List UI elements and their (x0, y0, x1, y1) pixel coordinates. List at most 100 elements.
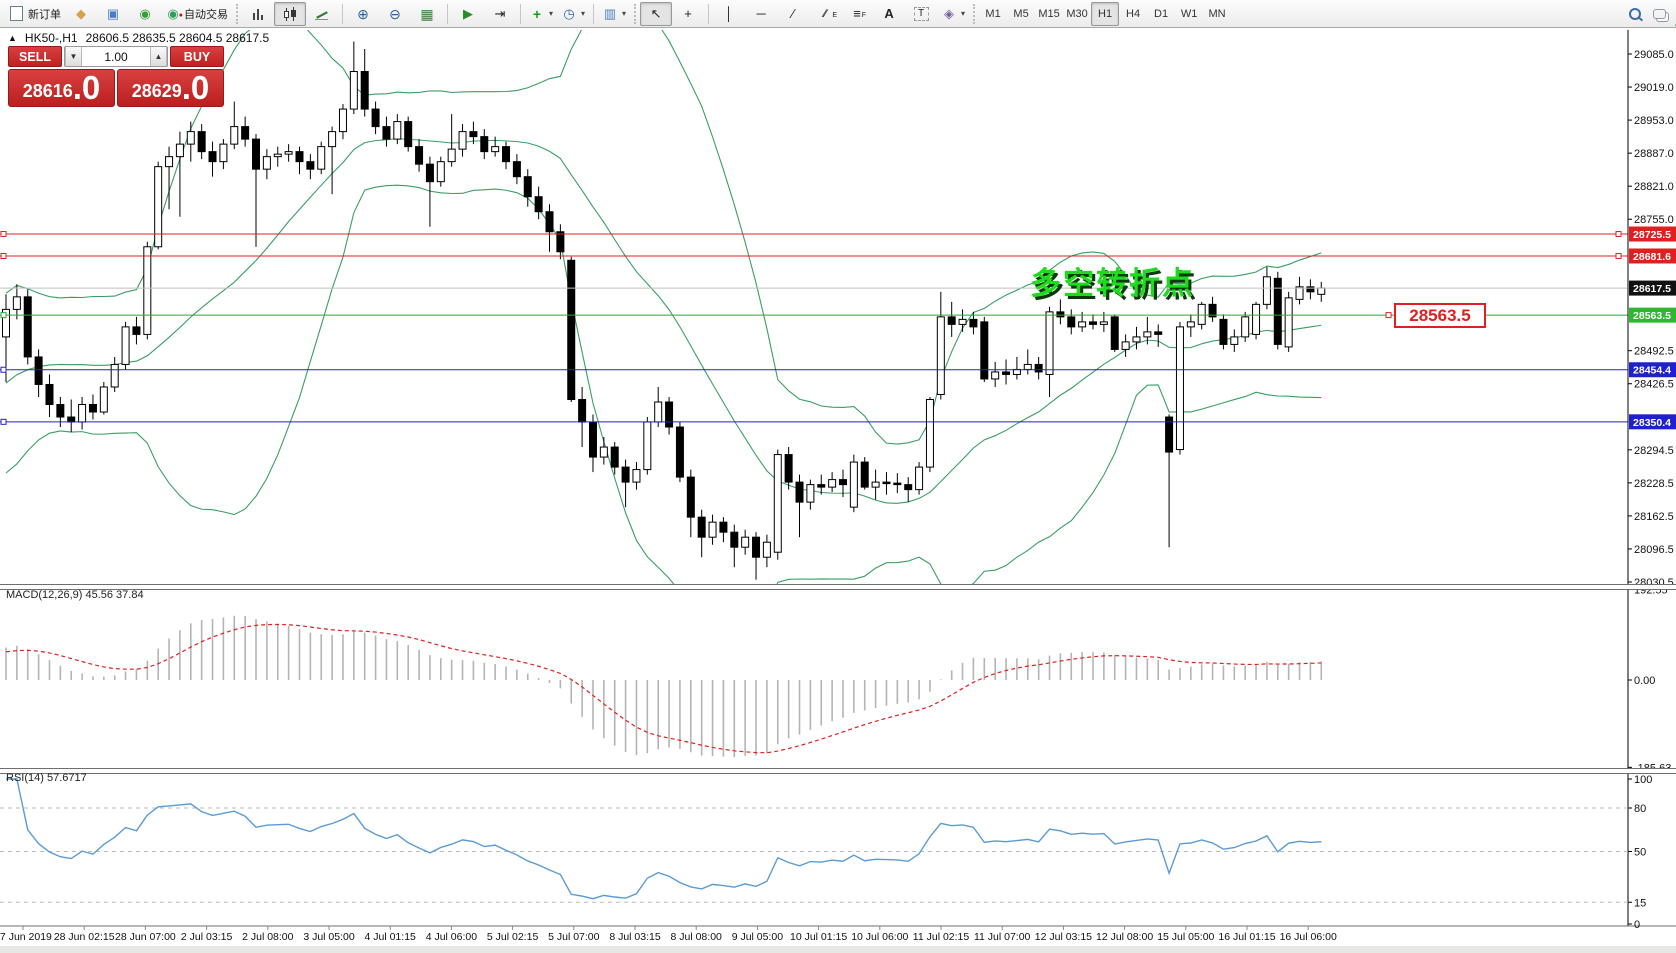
chevron-down-icon: ▾ (581, 9, 586, 18)
timeframe-button-h1[interactable]: H1 (1091, 1, 1120, 26)
horizontal-line-button[interactable]: ─ (745, 2, 777, 26)
svg-text:29019.0: 29019.0 (1634, 82, 1674, 94)
volume-value[interactable]: 1.00 (82, 47, 150, 66)
equidistant-channel-button[interactable]: ∕∕ (809, 2, 841, 26)
price-callout-box[interactable]: 28563.5 (1394, 303, 1486, 328)
vertical-line-button[interactable]: │ (713, 2, 745, 26)
line-chart-button[interactable] (306, 2, 338, 26)
timeframe-group: M1 M5 M15 M30 H1 H4 D1 W1 MN (979, 1, 1231, 26)
svg-text:28096.5: 28096.5 (1634, 544, 1674, 556)
line-chart-icon (314, 6, 330, 22)
collapse-arrow-icon[interactable]: ▲ (8, 33, 17, 43)
symbol-info: ▲ HK50-,H1 28606.5 28635.5 28604.5 28617… (8, 31, 269, 45)
sell-price-panel[interactable]: 28616 .0 (8, 69, 115, 107)
timeframe-button-m15[interactable]: M15 (1038, 7, 1060, 20)
periods-button[interactable]: ◷ ▾ (557, 2, 589, 26)
bollinger-bands (5, 30, 1322, 584)
text-label-icon: T (913, 7, 929, 21)
time-axis-label: 12 Jul 03:15 (1034, 931, 1092, 943)
pane-separator[interactable] (0, 768, 1676, 774)
time-axis-label: 16 Jul 01:15 (1218, 931, 1276, 943)
toolbar-grip (634, 3, 637, 24)
timeframe-button-m5[interactable]: M5 (1013, 7, 1029, 20)
new-order-button[interactable]: 新订单 (4, 2, 65, 26)
svg-text:28617.5: 28617.5 (1633, 283, 1671, 295)
zoom-out-button[interactable]: ⊖ (379, 2, 411, 26)
time-axis-label: 5 Jul 07:00 (548, 931, 600, 943)
timeframe-button-w1[interactable]: W1 (1180, 7, 1198, 20)
templates-button[interactable]: ▥ ▾ (598, 2, 630, 26)
buy-button[interactable]: BUY (170, 46, 224, 67)
autotrade-button[interactable]: ◉ 自动交易 (161, 2, 232, 26)
chevron-down-icon: ▾ (622, 9, 627, 18)
fibonacci-icon: ≡ (849, 6, 866, 24)
chart-shift-button[interactable]: ⇥ (484, 2, 516, 26)
svg-text:15: 15 (1634, 897, 1646, 909)
sell-price: 28616 (22, 81, 73, 101)
svg-text:28454.4: 28454.4 (1633, 365, 1671, 377)
trendline-button[interactable]: ∕ (777, 2, 809, 26)
rsi-pane: 100 80 50 15 0 (0, 774, 1652, 931)
time-axis-label: 11 Jul 02:15 (912, 931, 970, 943)
timeframe-button-mn[interactable]: MN (1208, 7, 1226, 20)
styles-button[interactable]: ◆ (65, 2, 97, 26)
time-axis-label: 3 Jul 05:00 (303, 931, 355, 943)
search-icon[interactable] (1629, 8, 1641, 20)
svg-text:50: 50 (1634, 847, 1646, 859)
periods-icon: ◷ (563, 5, 575, 21)
rsi-label: RSI(14) 57.6717 (6, 772, 87, 784)
toolbar-separator (520, 3, 521, 24)
timeframe-button-d1[interactable]: D1 (1154, 7, 1169, 20)
crosshair-button[interactable]: + (672, 2, 704, 26)
new-order-label: 新订单 (28, 8, 61, 21)
volume-stepper: ▼ 1.00 ▲ (64, 46, 168, 67)
svg-text:28563.5: 28563.5 (1633, 310, 1671, 322)
horizontal-line-icon: ─ (756, 5, 766, 21)
time-axis-label: 8 Jul 08:00 (670, 931, 722, 943)
bar-chart-button[interactable] (242, 2, 274, 26)
templates-icon: ▥ (603, 5, 617, 21)
svg-text:28350.4: 28350.4 (1633, 417, 1671, 429)
text-label-button[interactable]: T (905, 2, 937, 26)
pane-separator[interactable] (0, 584, 1676, 590)
indicators-button[interactable]: + ▾ (525, 2, 557, 26)
price-levels[interactable]: 28725.5 28681.6 28617.5 28563.5 28454.4 28350… (0, 226, 1676, 430)
arrows-icon: ◈ (944, 5, 955, 21)
svg-text:80: 80 (1634, 803, 1646, 815)
volume-up-button[interactable]: ▲ (150, 47, 167, 66)
fibonacci-button[interactable]: ≡ (841, 2, 873, 26)
macd-pane: 192.550.00-185.63 (5, 584, 1671, 774)
time-axis-label: 10 Jul 01:15 (789, 931, 848, 943)
svg-text:28887.0: 28887.0 (1634, 148, 1674, 160)
buy-price-panel[interactable]: 28629 .0 (117, 69, 224, 107)
buy-price-pips: .0 (181, 69, 210, 106)
bar-chart-icon (250, 5, 266, 22)
signals-button[interactable]: ◉ (129, 2, 161, 26)
timeframe-button-h4[interactable]: H4 (1126, 7, 1141, 20)
tile-windows-button[interactable]: ▦ (411, 2, 443, 26)
volume-down-button[interactable]: ▼ (65, 47, 82, 66)
autoscroll-button[interactable]: ▶ (452, 2, 484, 26)
crosshair-icon: + (684, 5, 692, 21)
text-button[interactable]: A (873, 2, 905, 26)
timeframe-button-m30[interactable]: M30 (1066, 7, 1088, 20)
cursor-icon: ↖ (650, 5, 662, 21)
arrows-button[interactable]: ◈ ▾ (937, 2, 969, 26)
symbol-name: HK50-,H1 (24, 31, 78, 45)
toolbar-grip (973, 3, 976, 24)
toolbar-grip (236, 3, 238, 24)
tile-windows-icon: ▦ (420, 5, 434, 22)
chat-icon[interactable] (1653, 9, 1666, 19)
time-axis-label: 28 Jun 07:00 (115, 931, 176, 943)
chevron-down-icon: ▾ (549, 9, 554, 18)
timeframe-button-m1[interactable]: M1 (985, 7, 1001, 20)
candlestick-chart-button[interactable] (274, 1, 306, 26)
time-axis-label: 2 Jul 08:00 (242, 931, 294, 943)
cursor-button[interactable]: ↖ (640, 1, 673, 26)
time-axis-label: 8 Jul 03:15 (609, 931, 661, 943)
charts-button[interactable]: ▣ (97, 2, 129, 26)
sell-button[interactable]: SELL (8, 46, 62, 67)
zoom-in-button[interactable]: ⊕ (347, 2, 379, 26)
